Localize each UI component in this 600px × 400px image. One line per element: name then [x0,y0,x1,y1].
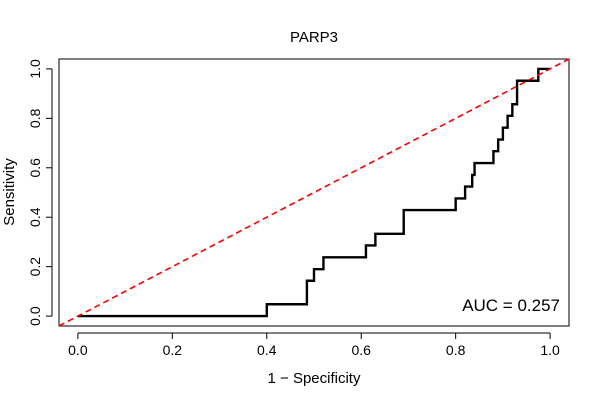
x-tick-label: 1.0 [540,342,560,358]
y-tick-label: 1.0 [27,59,43,79]
x-tick-label: 0.6 [351,342,371,358]
roc-curve [77,67,551,318]
y-axis-label: Sensitivity [1,158,18,226]
y-tick-label: 0.4 [27,207,43,227]
x-tick-label: 0.0 [68,342,88,358]
x-tick-label: 0.8 [446,342,466,358]
plot-marks [58,58,570,327]
chart-title: PARP3 [290,29,338,46]
chance-line [58,58,570,327]
y-tick-label: 0.2 [27,257,43,277]
x-tick-label: 0.2 [163,342,183,358]
y-tick-label: 0.0 [27,306,43,326]
x-axis-label: 1 − Specificity [268,370,361,387]
y-tick-label: 0.6 [27,158,43,178]
y-tick-label: 0.8 [27,108,43,128]
x-tick-label: 0.4 [257,342,277,358]
plot-frame [58,58,570,327]
x-axis: 0.0 0.2 0.4 0.6 0.8 1.0 [68,332,560,358]
auc-annotation: AUC = 0.257 [462,296,560,315]
y-axis: 0.0 0.2 0.4 0.6 0.8 1.0 [27,59,53,326]
